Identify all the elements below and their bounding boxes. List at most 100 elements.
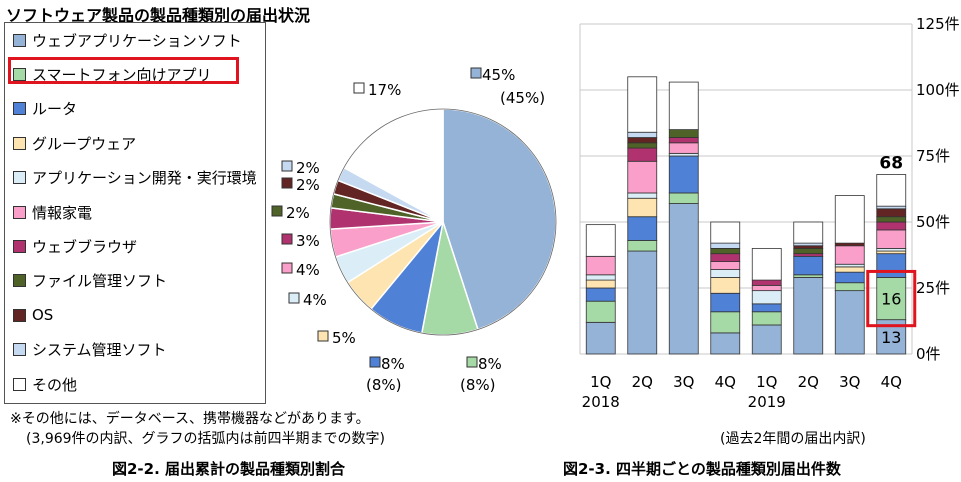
legend-swatch xyxy=(13,274,26,288)
pie-label-swatch xyxy=(271,205,283,217)
bar-segment xyxy=(751,324,782,355)
pie-label-swatch xyxy=(281,262,293,274)
bar-segment xyxy=(710,269,741,278)
x-tick-label: 1Q xyxy=(756,373,777,391)
x-year-label: 2019 xyxy=(748,393,786,411)
bar-segment xyxy=(627,250,658,355)
bar-segment xyxy=(627,192,658,199)
legend-swatch xyxy=(13,171,26,185)
bar-segment xyxy=(876,277,907,321)
y-tick-label: 50件 xyxy=(916,213,950,231)
pie-label-swatch xyxy=(353,82,365,94)
bar-segment xyxy=(668,129,699,138)
bar-segment xyxy=(710,261,741,270)
pie-label-swatch xyxy=(466,356,478,368)
pie-label: 2% xyxy=(296,176,320,194)
legend-swatch xyxy=(13,102,26,116)
legend-swatch xyxy=(13,239,26,253)
legend-label: グループウェア xyxy=(32,134,137,153)
note-right: (過去2年間の届出内訳) xyxy=(720,431,866,447)
pie-label-swatch xyxy=(369,356,381,368)
pie-label: 5% xyxy=(332,329,356,347)
bar-segment xyxy=(834,282,865,292)
pie-label-swatch xyxy=(281,177,293,189)
bar-segment xyxy=(751,284,782,292)
bar-segment-label: 16 xyxy=(881,290,901,309)
pie-prev-label: (8%) xyxy=(366,376,402,394)
pie-label-swatch xyxy=(288,292,300,304)
bar-segment xyxy=(751,303,782,313)
legend-swatch xyxy=(13,67,26,81)
y-tick-label: 100件 xyxy=(916,81,960,99)
bar-segment xyxy=(834,195,865,244)
pie-label-swatch xyxy=(281,160,293,172)
bar-segment xyxy=(834,266,865,273)
bar-segment xyxy=(710,332,741,355)
pie-label: 4% xyxy=(303,291,327,309)
bar-segment xyxy=(751,311,782,326)
bar-total-label: 68 xyxy=(879,153,903,173)
bar-segment xyxy=(668,155,699,194)
bar-segment xyxy=(876,221,907,231)
x-tick-label: 2Q xyxy=(632,373,653,391)
legend-item: ウェブアプリケーションソフト xyxy=(13,26,242,54)
bar-segment xyxy=(668,81,699,131)
bar-segment xyxy=(668,142,699,154)
bar-segment xyxy=(834,245,865,265)
x-tick-label: 4Q xyxy=(715,373,736,391)
bar-segment xyxy=(627,76,658,133)
legend-label: システム管理ソフト xyxy=(32,341,167,360)
legend-label: 情報家電 xyxy=(32,203,93,222)
legend-label: ウェブアプリケーションソフト xyxy=(32,31,242,50)
bar-segment xyxy=(793,247,824,255)
pie-label: 8% xyxy=(478,355,502,373)
legend-label: ファイル管理ソフト xyxy=(32,272,168,291)
legend-item: スマートフォン向けアプリ xyxy=(13,60,212,88)
legend-swatch xyxy=(13,377,26,391)
legend-label: スマートフォン向けアプリ xyxy=(32,65,212,84)
bar-segment xyxy=(668,203,699,355)
caption-right: 図2-3. 四半期ごとの製品種類別届出件数 xyxy=(563,460,841,478)
bar-segment xyxy=(627,160,658,194)
bar-segment xyxy=(793,255,824,276)
pie-label-swatch xyxy=(470,67,482,79)
bar-segment xyxy=(585,274,616,281)
y-tick-label: 125件 xyxy=(916,15,960,33)
legend-item: OS xyxy=(13,301,53,329)
legend-label: その他 xyxy=(32,375,78,394)
x-tick-label: 2Q xyxy=(798,373,819,391)
y-tick-label: 25件 xyxy=(916,279,950,297)
pie-label: 4% xyxy=(296,261,320,279)
bar-segment xyxy=(793,277,824,355)
page-title: ソフトウェア製品の製品種類別の届出状況 xyxy=(6,6,311,25)
pie-outline xyxy=(329,108,557,336)
note-line-2: (3,969件の内訳、グラフの括弧内は前四半期までの数字) xyxy=(26,431,386,447)
bar-segment xyxy=(751,290,782,305)
legend-swatch xyxy=(13,33,26,47)
x-tick-label: 3Q xyxy=(839,373,860,391)
bar-segment xyxy=(710,253,741,262)
pie-label: 8% xyxy=(381,355,405,373)
y-tick-label: 0件 xyxy=(916,345,941,363)
pie-prev-label: (8%) xyxy=(460,376,496,394)
bar-segment xyxy=(793,221,824,244)
bar-segment xyxy=(751,279,782,286)
caption-left: 図2-2. 届出累計の製品種類別割合 xyxy=(112,460,346,478)
pie-label: 45% xyxy=(482,66,515,84)
bar-segment xyxy=(710,247,741,255)
legend-item: システム管理ソフト xyxy=(13,336,167,364)
bar-segment xyxy=(834,271,865,284)
note-line-1: ※その他には、データベース、携帯機器などがあります。 xyxy=(10,411,370,427)
bar-segment xyxy=(627,240,658,252)
legend-item: 情報家電 xyxy=(13,198,92,226)
legend-swatch xyxy=(13,136,26,150)
bar-segment xyxy=(876,253,907,278)
x-tick-label: 3Q xyxy=(673,373,694,391)
bar-segment xyxy=(668,137,699,144)
legend-item: ウェブブラウザ xyxy=(13,232,137,260)
legend-label: ルータ xyxy=(32,100,78,119)
bar-segment xyxy=(876,229,907,249)
bar-highlight-box xyxy=(866,269,917,328)
bar-segment xyxy=(751,247,782,281)
